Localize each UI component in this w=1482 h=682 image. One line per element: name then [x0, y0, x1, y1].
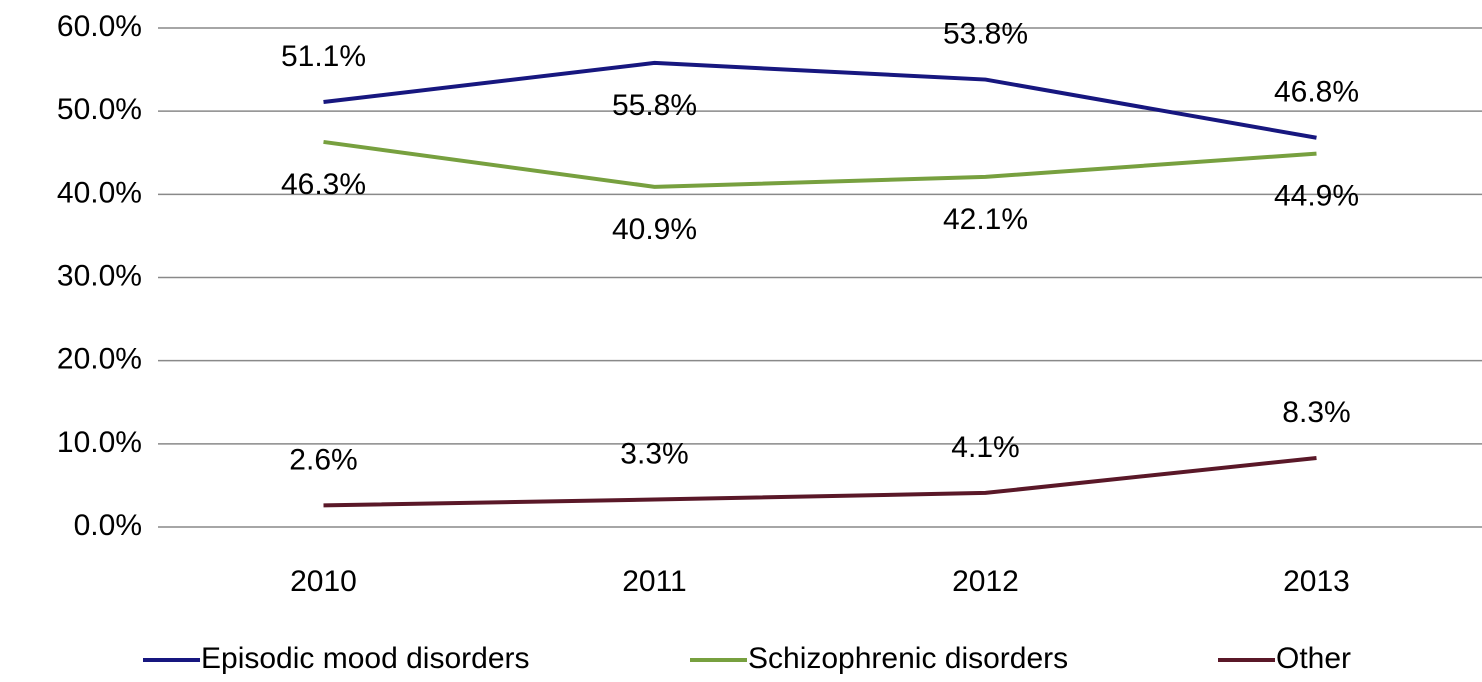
y-tick-label: 10.0%	[57, 426, 142, 459]
data-label: 4.1%	[951, 431, 1019, 464]
series-line	[323, 60, 1317, 140]
data-label: 3.3%	[620, 437, 688, 470]
data-label: 46.3%	[281, 168, 366, 201]
y-tick-label: 0.0%	[74, 509, 142, 542]
data-label: 44.9%	[1274, 180, 1359, 213]
y-tick-label: 40.0%	[57, 176, 142, 209]
data-label: 2.6%	[289, 443, 357, 476]
x-tick-label: 2010	[290, 565, 357, 598]
data-label: 55.8%	[612, 89, 697, 122]
data-label: 40.9%	[612, 213, 697, 246]
y-tick-label: 30.0%	[57, 259, 142, 292]
data-label: 8.3%	[1282, 396, 1350, 429]
x-tick-label: 2012	[952, 565, 1019, 598]
data-label: 53.8%	[943, 17, 1028, 50]
series-line	[323, 139, 1317, 189]
y-tick-label: 50.0%	[57, 93, 142, 126]
legend-label: Episodic mood disorders	[201, 642, 530, 675]
legend-label: Other	[1276, 642, 1351, 675]
x-tick-label: 2013	[1283, 565, 1350, 598]
data-label: 46.8%	[1274, 76, 1359, 109]
x-tick-label: 2011	[622, 565, 687, 598]
y-tick-label: 20.0%	[57, 343, 142, 376]
series-line	[323, 455, 1317, 508]
legend-label: Schizophrenic disorders	[748, 642, 1068, 675]
y-tick-label: 60.0%	[57, 10, 142, 43]
data-label: 51.1%	[281, 40, 366, 73]
data-label: 42.1%	[943, 203, 1028, 236]
